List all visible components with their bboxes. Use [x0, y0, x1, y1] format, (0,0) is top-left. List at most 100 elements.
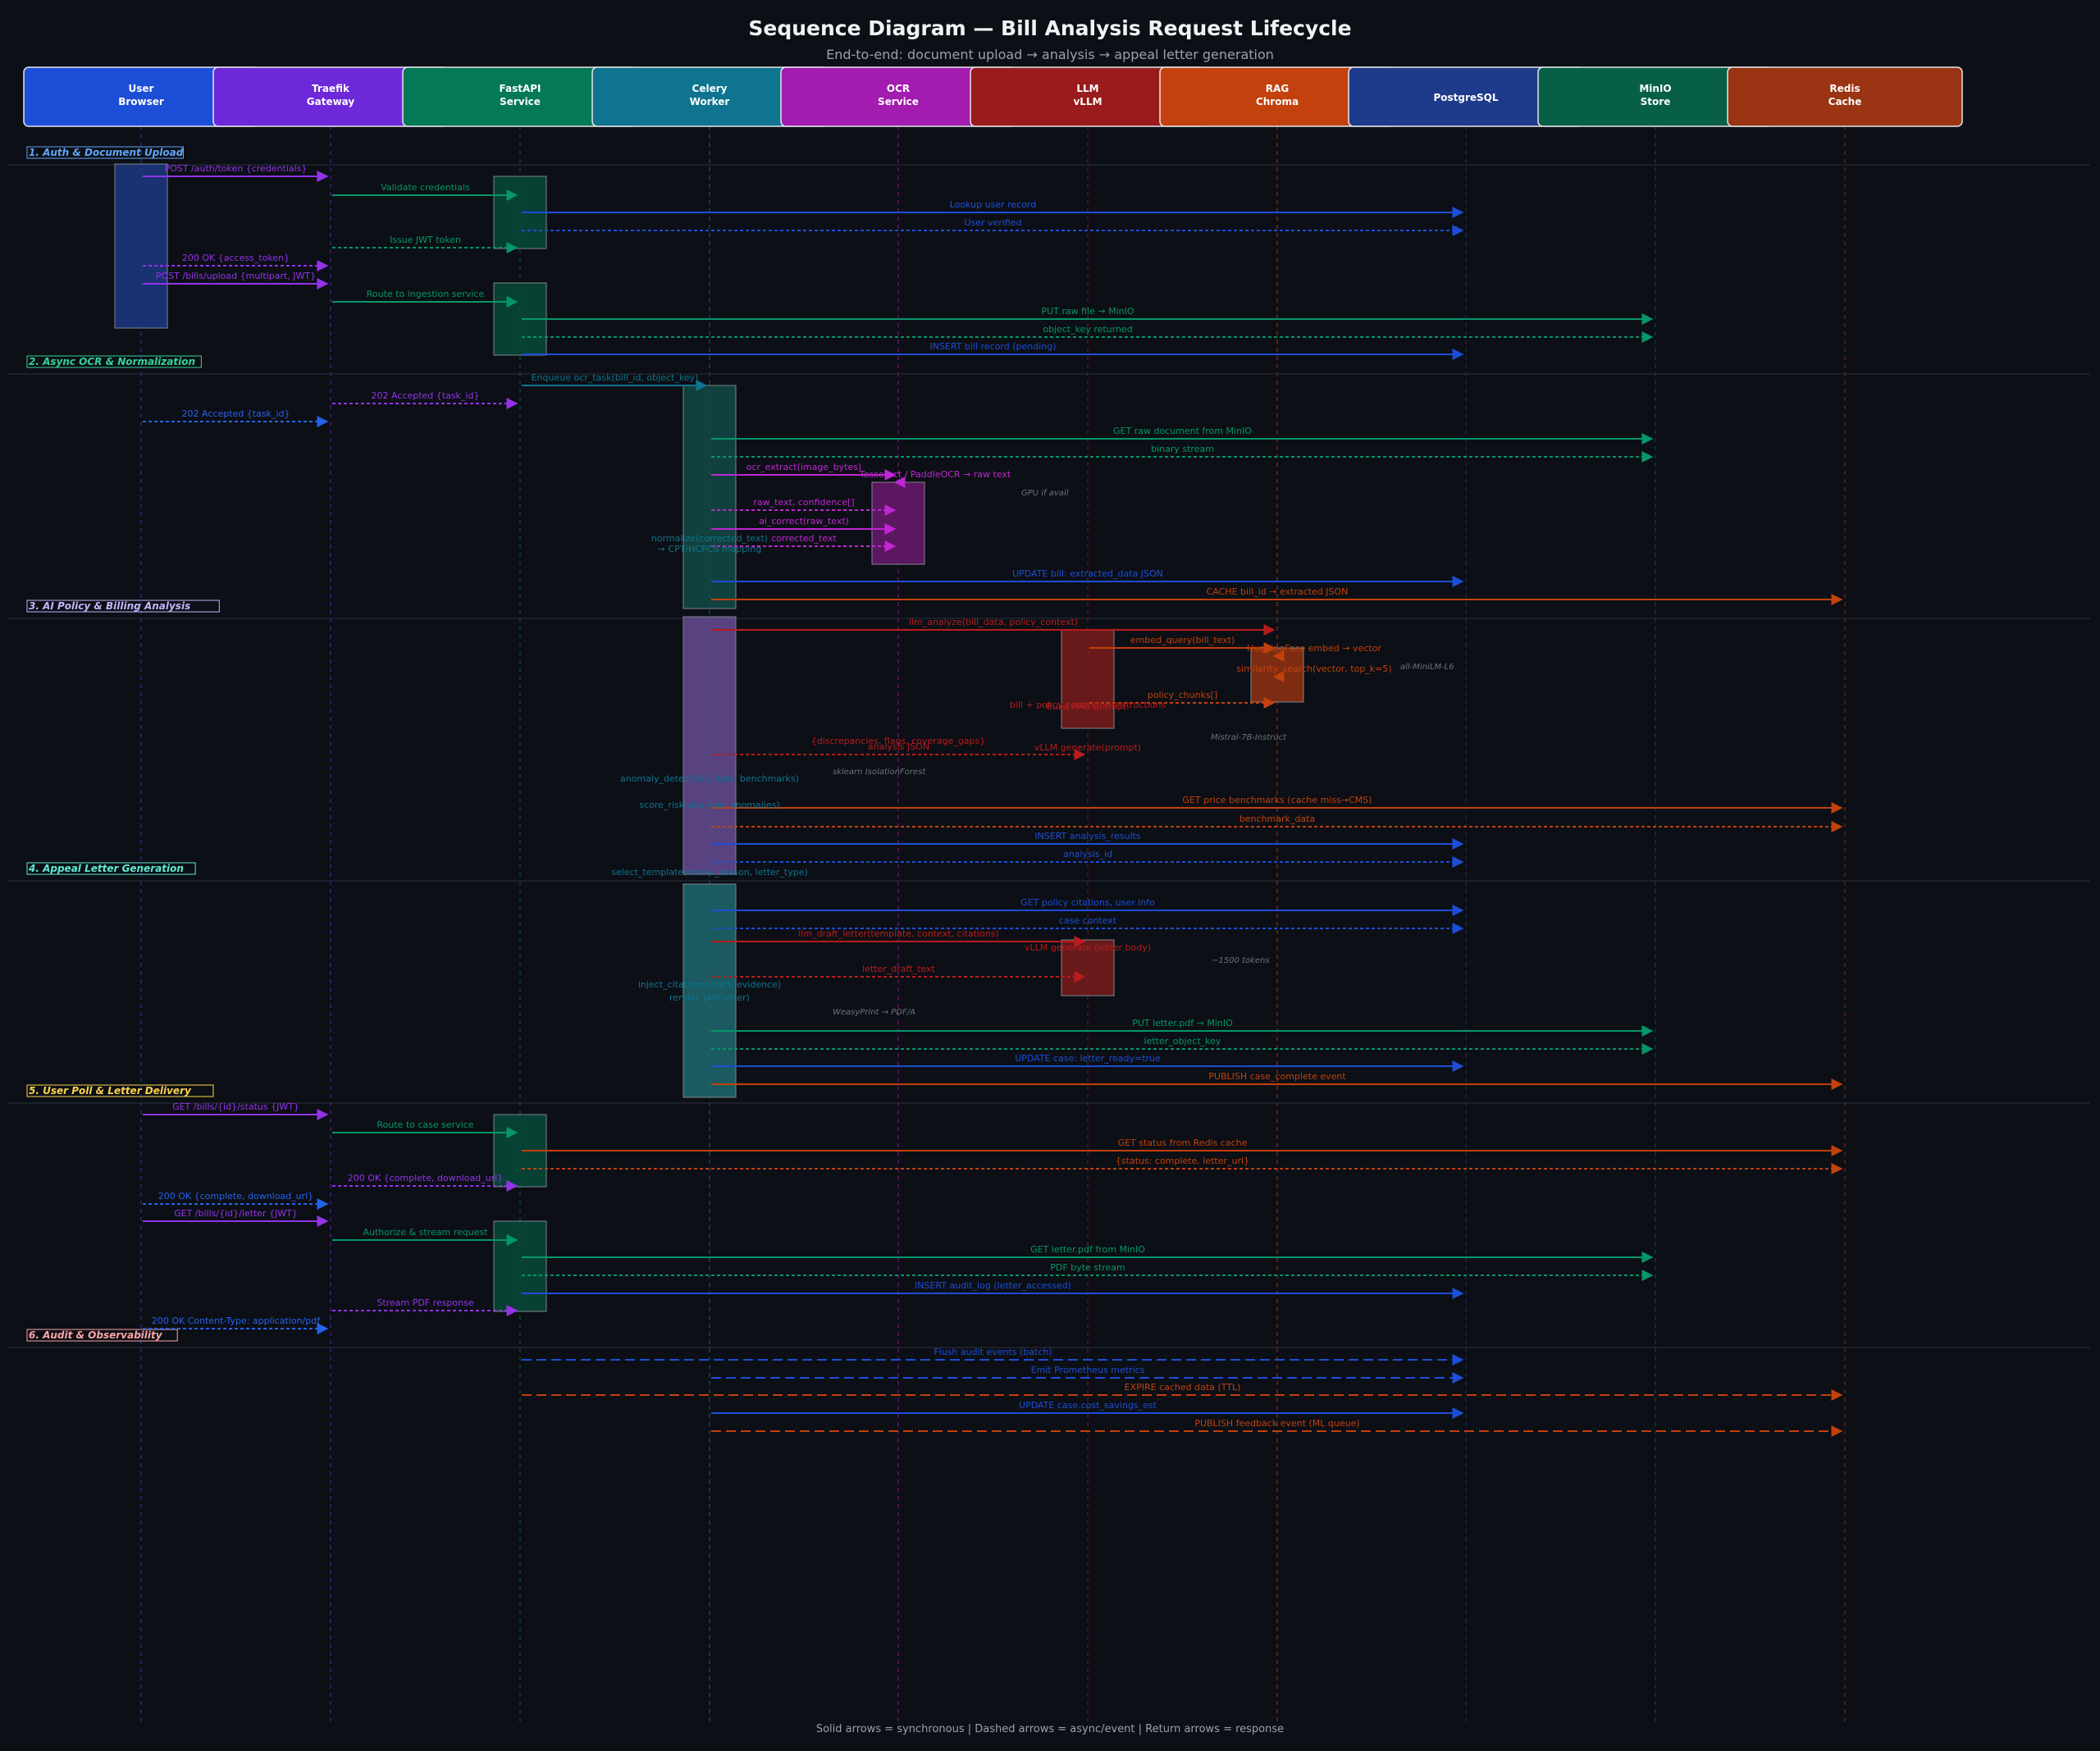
message-27-label: similarity_search(vector, top_k=5) [1236, 663, 1391, 674]
participant-label-ocr: Service [878, 96, 919, 107]
message-33-label: GET price benchmarks (cache miss→CMS) [1182, 795, 1372, 805]
message-36-label: INSERT analysis_results [1034, 831, 1141, 841]
participant-label-rag: Chroma [1256, 96, 1299, 107]
message-31-label: analysis JSON [868, 741, 929, 752]
message-28-label: policy_chunks[] [1148, 690, 1218, 700]
message-21-label: normalize(corrected_text) [651, 533, 768, 544]
message-10-label: INSERT bill record (pending) [929, 341, 1056, 352]
message-22-label: UPDATE bill: extracted_data JSON [1012, 568, 1163, 579]
participant-redis [1727, 66, 1963, 127]
section-label-box [26, 355, 202, 368]
section-label-box [26, 1084, 214, 1097]
participant-label-pg: PostgreSQL [1433, 92, 1498, 103]
participant-label-celery: Celery [692, 83, 728, 94]
section-label: 3. AI Policy & Billing Analysis [29, 600, 190, 612]
participant-label-rag: RAG [1266, 83, 1289, 94]
annotation-note: WeasyPrint → PDF/A [833, 1008, 915, 1017]
message-45-label: render_pdf(letter) [669, 992, 750, 1003]
activation-bar-celery [682, 385, 737, 609]
participant-label-llm: LLM [1076, 83, 1098, 94]
message-25-label: embed_query(bill_text) [1130, 635, 1235, 645]
message-1-label: Validate credentials [381, 182, 470, 193]
participant-label-user: Browser [118, 96, 164, 107]
message-53-label: {status: complete, letter_url} [1116, 1156, 1249, 1166]
participant-label-traefik: Gateway [307, 96, 355, 107]
annotation-note: all-MiniLM-L6 [1400, 663, 1454, 672]
section-label: 5. User Poll & Letter Delivery [29, 1085, 192, 1097]
section-label-box [26, 600, 220, 613]
message-0-label: POST /auth/token {credentials} [165, 163, 308, 174]
message-24-label: llm_analyze(bill_data, policy_context) [909, 617, 1078, 627]
annotation-note: sklearn IsolationForest [833, 768, 926, 777]
message-16-label: ocr_extract(image_bytes) [746, 462, 861, 472]
annotation-note: Mistral-7B-Instruct [1211, 733, 1287, 742]
legend-text: Solid arrows = synchronous | Dashed arro… [815, 1723, 1285, 1735]
message-58-label: GET letter.pdf from MinIO [1030, 1244, 1145, 1255]
message-37-label: analysis_id [1063, 849, 1112, 860]
continuation-label: bill + policy context + instructions [1010, 700, 1166, 710]
message-44-label: inject_citations(draft, evidence) [638, 979, 781, 990]
message-64-label: Emit Prometheus metrics [1031, 1365, 1145, 1375]
section-label-box [26, 862, 196, 875]
section-label: 1. Auth & Document Upload [29, 147, 184, 158]
continuation-label: → CPT/HCPCS mapping [658, 544, 762, 554]
message-62-label: 200 OK Content-Type: application/pdf [152, 1316, 321, 1326]
message-41-label: llm_draft_letter(template, context, cita… [798, 928, 998, 939]
participant-label-traefik: Traefik [312, 83, 350, 94]
message-11-label: Enqueue ocr_task(bill_id, object_key) [532, 372, 699, 383]
message-34-label: benchmark_data [1239, 814, 1315, 824]
activation-bar-celery [682, 883, 737, 1098]
annotation-note: GPU if avail [1021, 489, 1069, 498]
message-12-label: 202 Accepted {task_id} [372, 390, 480, 401]
message-30-label: vLLM generate(prompt) [1034, 742, 1141, 753]
message-13-label: 202 Accepted {task_id} [182, 408, 290, 419]
message-35-label: score_risk(analysis, anomalies) [639, 800, 779, 810]
message-43-label: letter_draft_text [862, 964, 935, 974]
message-32-label: anomaly_detect(bill_data, benchmarks) [620, 773, 799, 784]
message-4-label: Issue JWT token [390, 235, 461, 245]
diagram-title: Sequence Diagram — Bill Analysis Request… [748, 16, 1352, 40]
message-50-label: GET /bills/{id}/status {JWT} [172, 1101, 299, 1112]
participant-label-redis: Cache [1828, 96, 1862, 107]
participant-label-llm: vLLM [1073, 96, 1102, 107]
message-26-label: HuggingFace embed → vector [1247, 643, 1381, 654]
diagram-subtitle: End-to-end: document upload → analysis →… [826, 47, 1274, 62]
message-6-label: POST /bills/upload {multipart, JWT} [156, 271, 316, 281]
activation-bar-user [114, 163, 168, 329]
message-65-label: EXPIRE cached data (TTL) [1125, 1382, 1241, 1393]
activation-bar-fastapi [493, 1220, 547, 1312]
message-5-label: 200 OK {access_token} [182, 253, 290, 263]
message-56-label: GET /bills/{id}/letter {JWT} [174, 1208, 298, 1219]
participant-label-minio: MinIO [1639, 83, 1671, 94]
message-57-label: Authorize & stream request [363, 1227, 488, 1238]
activation-bar-llm [1061, 939, 1115, 996]
activation-bar-celery [682, 616, 737, 875]
message-48-label: UPDATE case: letter_ready=true [1015, 1053, 1161, 1064]
message-19-label: ai_correct(raw_text) [759, 516, 849, 527]
message-15-label: binary stream [1151, 444, 1214, 454]
message-55-label: 200 OK {complete, download_url} [158, 1191, 313, 1202]
participant-label-redis: Redis [1829, 83, 1860, 94]
message-23-label: CACHE bill_id → extracted JSON [1207, 586, 1349, 597]
section-label: 6. Audit & Observability [29, 1329, 163, 1341]
message-60-label: INSERT audit_log (letter_accessed) [915, 1280, 1071, 1291]
message-46-label: PUT letter.pdf → MinIO [1132, 1018, 1233, 1028]
message-8-label: PUT raw file → MinIO [1041, 306, 1134, 317]
participant-label-fastapi: FastAPI [499, 83, 541, 94]
message-38-label: select_template(denial_reason, letter_ty… [611, 867, 808, 878]
message-49-label: PUBLISH case_complete event [1208, 1071, 1346, 1082]
message-9-label: object_key returned [1043, 324, 1133, 335]
message-61-label: Stream PDF response [377, 1297, 473, 1308]
activation-bar-ocr [871, 481, 925, 565]
message-39-label: GET policy citations, user info [1020, 897, 1155, 908]
message-51-label: Route to case service [377, 1119, 473, 1130]
participant-label-ocr: OCR [887, 83, 910, 94]
participant-label-minio: Store [1641, 96, 1671, 107]
message-54-label: 200 OK {complete, download_url} [348, 1173, 503, 1183]
message-14-label: GET raw document from MinIO [1113, 426, 1252, 436]
participant-label-celery: Worker [690, 96, 730, 107]
message-66-label: UPDATE case.cost_savings_est [1019, 1400, 1157, 1411]
annotation-note: ~1500 tokens [1212, 956, 1270, 965]
message-63-label: Flush audit events (batch) [934, 1347, 1052, 1357]
